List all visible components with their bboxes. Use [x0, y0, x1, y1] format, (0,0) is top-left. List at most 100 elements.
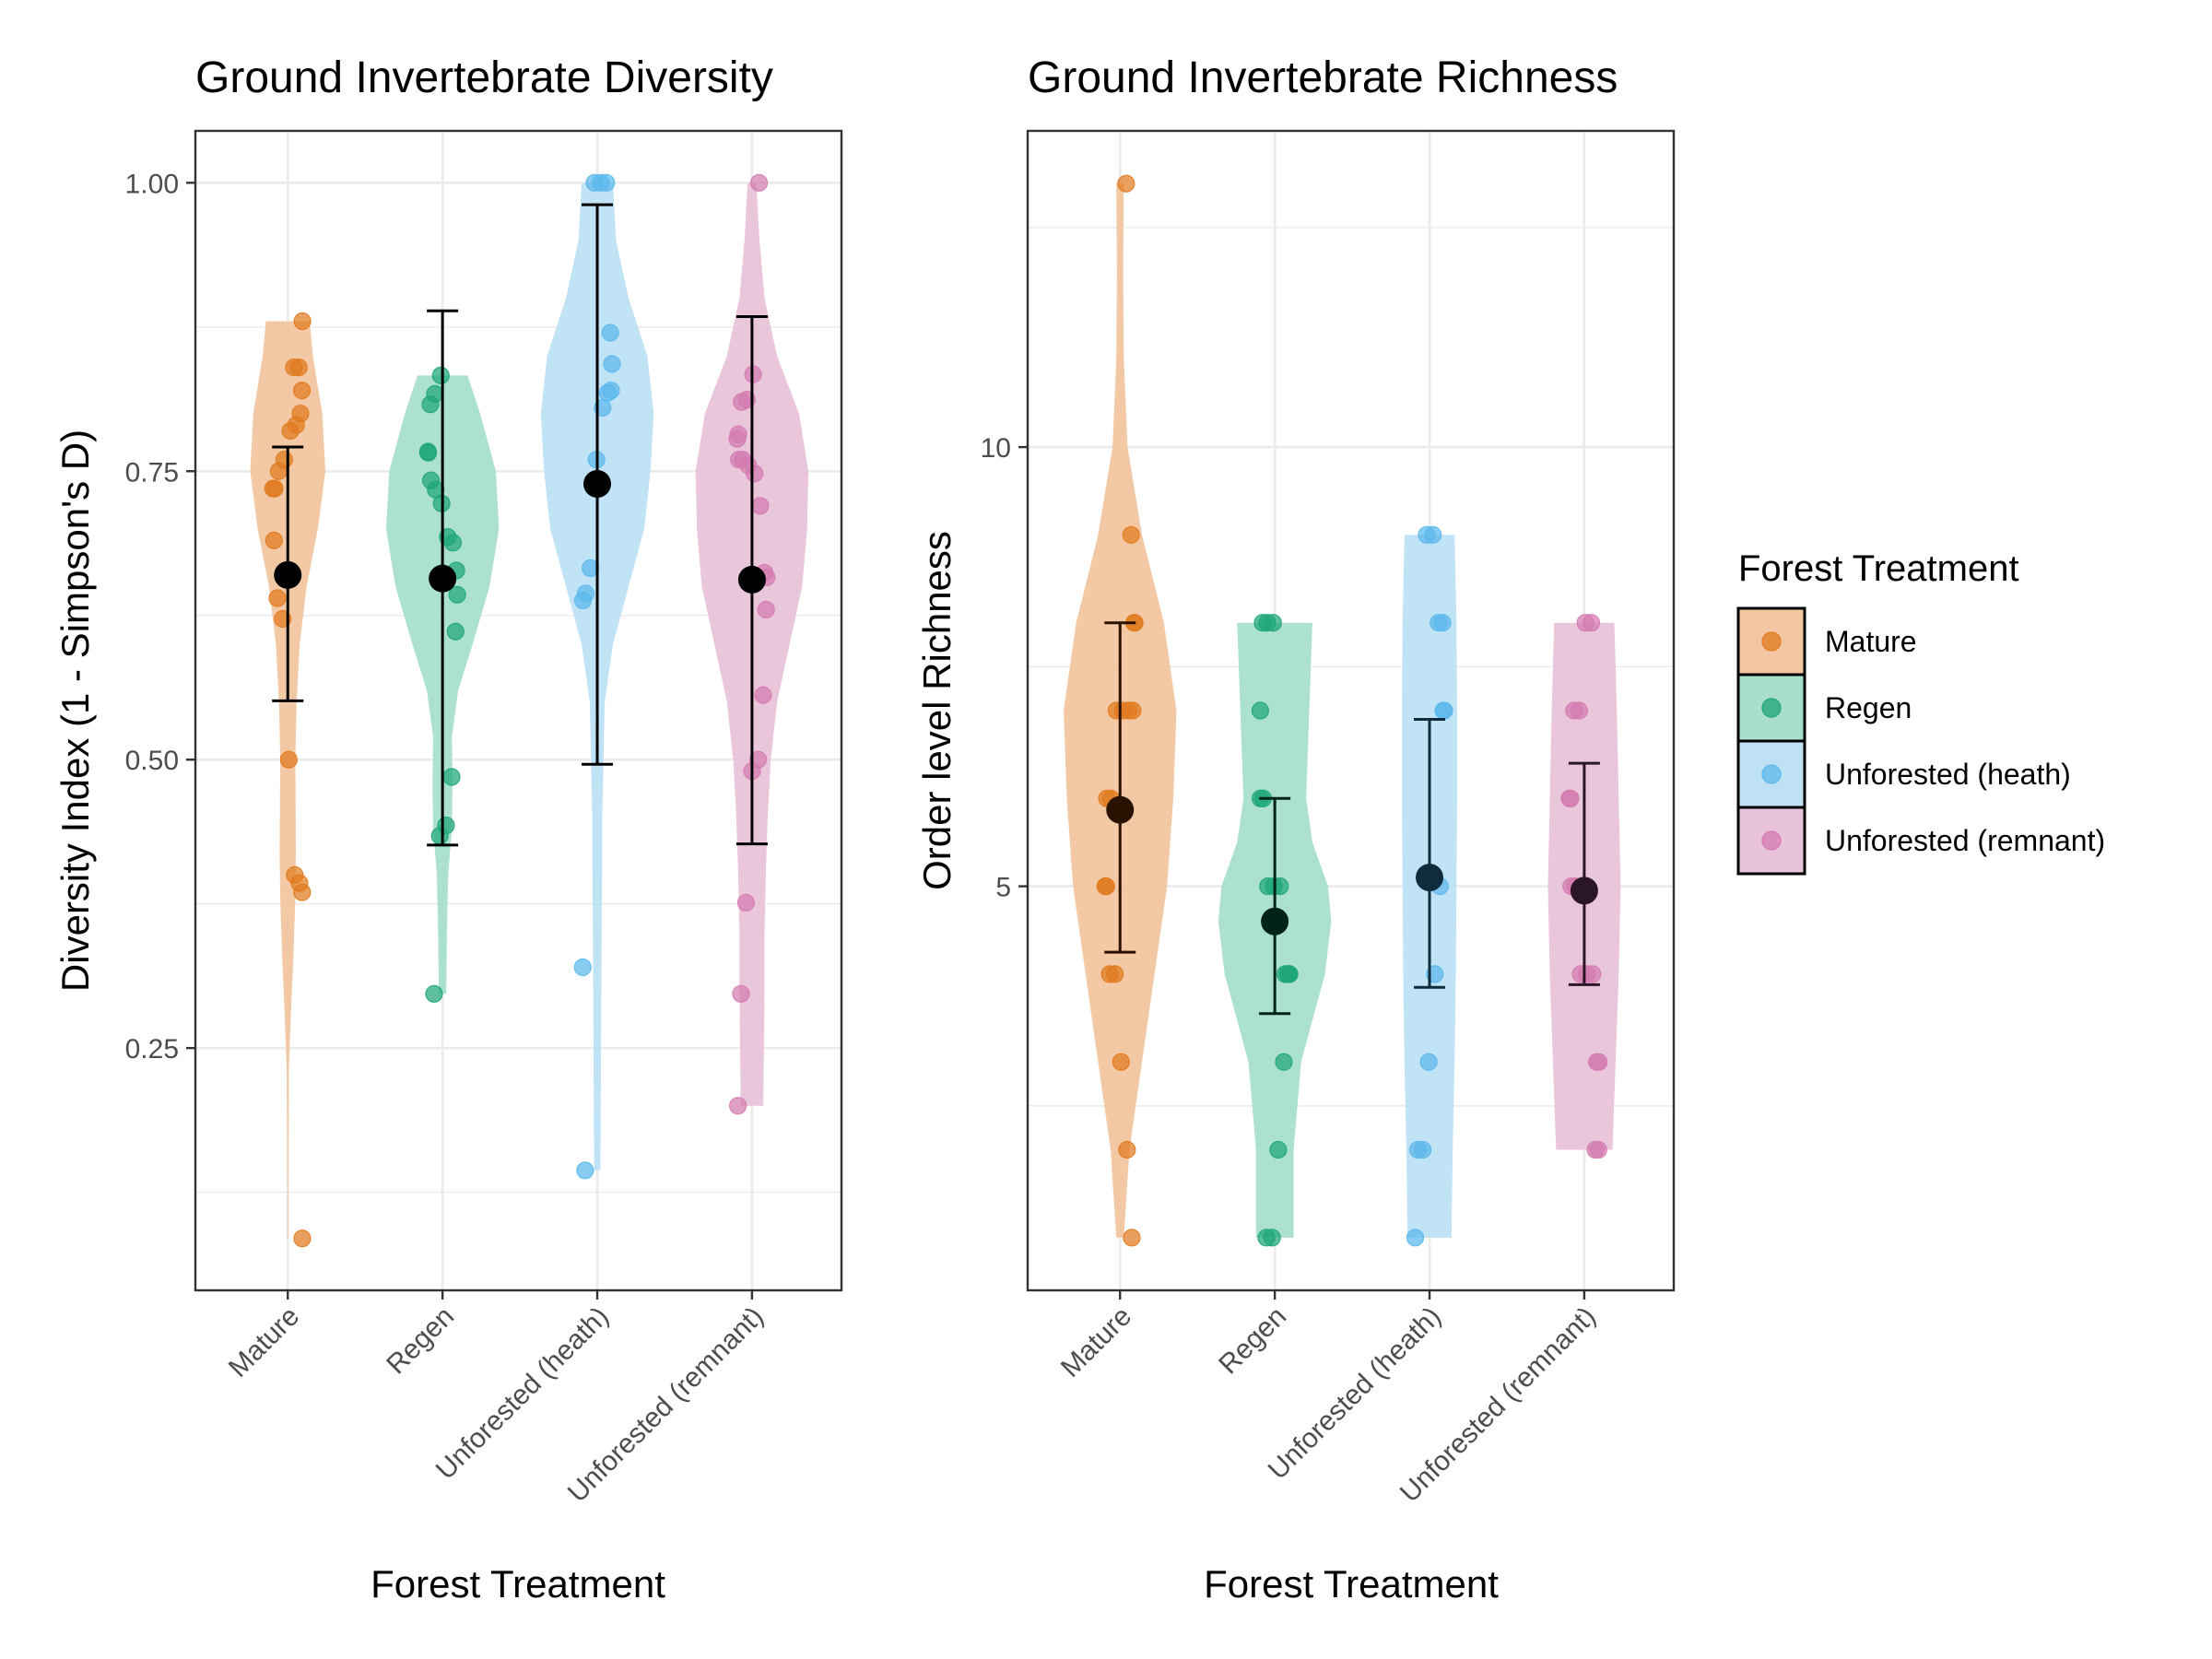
data-point	[576, 1161, 594, 1180]
richness-points	[1096, 174, 1608, 1247]
data-point	[1269, 1140, 1288, 1159]
data-point	[749, 173, 769, 192]
mean-marker	[1416, 864, 1444, 892]
data-point	[448, 585, 466, 604]
data-point	[264, 479, 282, 498]
data-point	[1278, 965, 1297, 983]
x-tick-label: Unforested (heath)	[1263, 1301, 1447, 1486]
richness-chart: Ground Invertebrate Richness 5 10 Mature R…	[915, 53, 1676, 1606]
data-point	[442, 768, 461, 786]
legend-title: Forest Treatment	[1738, 548, 2019, 589]
data-point	[728, 429, 747, 448]
data-point	[443, 534, 463, 552]
data-point	[1122, 525, 1140, 544]
data-point	[1123, 1229, 1141, 1247]
data-point	[281, 421, 300, 441]
data-point	[446, 622, 465, 641]
data-point	[1253, 614, 1272, 632]
data-point	[573, 958, 592, 977]
richness-plot-border	[1026, 129, 1676, 1292]
legend-key-point	[1761, 631, 1782, 652]
x-tick-label: Mature	[1055, 1301, 1137, 1383]
data-point	[1560, 789, 1579, 807]
richness-y-axis-title: Order level Richness	[915, 531, 959, 890]
y-tick-label: 0.50	[125, 746, 179, 776]
data-point	[265, 531, 283, 549]
data-point	[732, 984, 750, 1003]
diversity-means	[274, 470, 766, 594]
mean-marker	[274, 560, 302, 589]
mean-marker	[429, 564, 457, 593]
data-point	[1586, 1140, 1605, 1159]
richness-x-axis-title: Forest Treatment	[1204, 1562, 1499, 1606]
data-point	[729, 1097, 747, 1115]
y-tick-label: 5	[995, 873, 1011, 903]
x-tick-label: Regen	[381, 1301, 460, 1381]
data-point	[293, 312, 312, 331]
diversity-chart: Ground Invertebrate Diversity 0.250.500.…	[53, 53, 843, 1606]
data-point	[1107, 701, 1125, 720]
mean-marker	[1106, 795, 1135, 824]
richness-chart-title: Ground Invertebrate Richness	[1028, 53, 1618, 102]
data-point	[1118, 1140, 1136, 1159]
data-point	[421, 395, 440, 414]
data-point	[292, 382, 312, 400]
data-point	[289, 359, 308, 377]
y-tick-label: 10	[981, 433, 1011, 464]
mean-marker	[583, 470, 612, 499]
x-tick-label: Regen	[1213, 1301, 1292, 1381]
legend-key-point	[1761, 764, 1782, 784]
diversity-y-axis-title: Diversity Index (1 - Simpson's D)	[53, 429, 97, 992]
data-point	[757, 600, 775, 619]
data-point	[754, 686, 772, 704]
diversity-y-axis: 0.25 0.50 0.75 1.00	[125, 169, 195, 1065]
data-point	[1565, 701, 1583, 720]
legend-label: Unforested (heath)	[1825, 758, 2071, 791]
diversity-plot-border	[194, 129, 843, 1292]
y-tick-label: 1.00	[125, 169, 179, 199]
data-point	[1106, 965, 1124, 983]
data-point	[1275, 1053, 1293, 1071]
data-point	[1590, 1053, 1608, 1071]
legend-label: Regen	[1825, 691, 1912, 724]
diversity-x-axis-title: Forest Treatment	[371, 1562, 665, 1606]
data-point	[1419, 1053, 1438, 1071]
data-point	[582, 559, 600, 578]
data-point	[269, 462, 288, 480]
data-point	[293, 1230, 312, 1248]
data-point	[293, 883, 312, 901]
data-point	[736, 893, 756, 912]
data-point	[1257, 1229, 1276, 1247]
data-point	[431, 366, 450, 384]
data-point	[1433, 614, 1452, 632]
data-point	[751, 497, 770, 515]
data-point	[1251, 701, 1270, 720]
legend: Forest Treatment Mature Regen Unforested (…	[1736, 548, 2105, 876]
legend-label: Mature	[1825, 625, 1917, 658]
diversity-chart-title: Ground Invertebrate Diversity	[195, 53, 773, 102]
y-tick-label: 0.75	[125, 457, 179, 488]
data-point	[1097, 877, 1115, 896]
richness-y-axis: 5 10	[981, 433, 1028, 903]
data-point	[1434, 701, 1453, 720]
legend-label: Unforested (remnant)	[1825, 824, 2105, 857]
x-tick-label: Unforested (heath)	[430, 1301, 615, 1486]
data-point	[268, 589, 287, 607]
richness-means	[1106, 795, 1598, 935]
legend-items: Mature Regen Unforested (heath) Unforested …	[1736, 606, 2105, 876]
data-point	[598, 383, 618, 402]
data-point	[418, 443, 438, 462]
data-point	[603, 355, 621, 373]
data-point	[430, 827, 449, 845]
data-point	[1576, 614, 1594, 632]
data-point	[1424, 525, 1442, 544]
y-tick-label: 0.25	[125, 1034, 179, 1065]
data-point	[279, 750, 298, 769]
richness-errorbars	[1104, 621, 1600, 1016]
data-point	[597, 173, 616, 192]
data-point	[1117, 174, 1135, 193]
legend-key-point	[1761, 830, 1782, 851]
